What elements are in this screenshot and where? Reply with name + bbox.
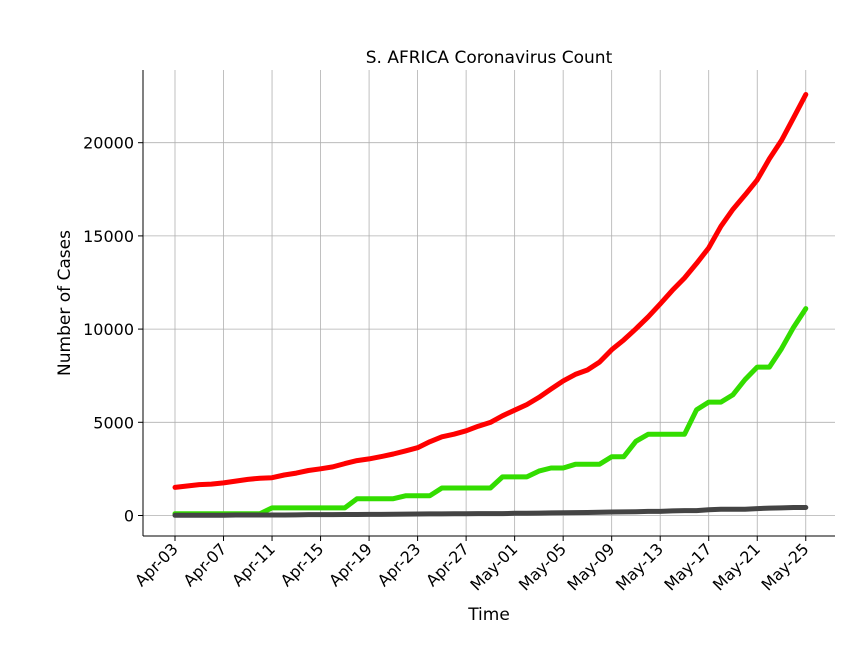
y-axis-label: Number of Cases — [55, 230, 75, 376]
y-tick-label: 10000 — [83, 320, 134, 339]
y-tick-label: 0 — [124, 506, 134, 525]
series-group — [172, 92, 809, 518]
y-tick-label: 20000 — [83, 134, 134, 153]
series-line-3 — [172, 505, 809, 518]
axes-spines — [142, 70, 835, 537]
y-tick-label: 5000 — [93, 413, 134, 432]
series-line-1 — [172, 92, 809, 490]
x-axis-label: Time — [467, 605, 510, 625]
grid — [143, 70, 835, 536]
y-tick-label: 15000 — [83, 227, 134, 246]
series-line-2 — [172, 306, 809, 517]
chart-title: S. AFRICA Coronavirus Count — [366, 48, 613, 68]
y-ticks: 0 5000 10000 15000 20000 — [83, 134, 143, 525]
